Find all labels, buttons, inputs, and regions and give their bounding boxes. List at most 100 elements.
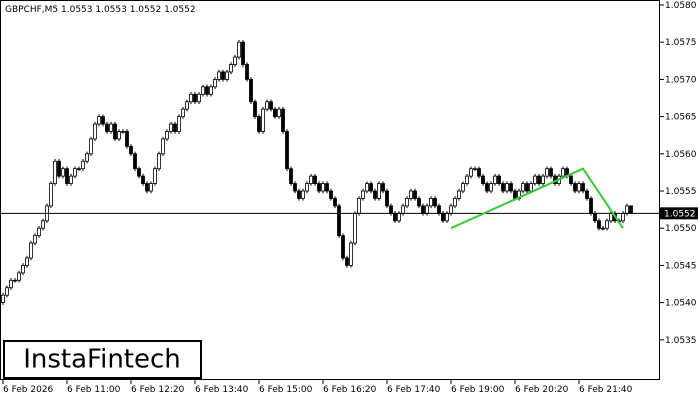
candle-body xyxy=(189,93,193,103)
candle-body xyxy=(509,183,513,192)
candle-body xyxy=(533,175,537,184)
candle-body xyxy=(561,168,565,177)
current-price-box xyxy=(660,207,698,220)
candle-body xyxy=(157,153,161,170)
candle-body xyxy=(49,183,53,207)
candle-body xyxy=(17,272,21,281)
candle-body xyxy=(529,183,533,192)
y-tick-label: 1.0535 xyxy=(665,336,697,346)
candle-body xyxy=(549,168,553,177)
candle-body xyxy=(469,168,473,177)
candle-body xyxy=(317,183,321,192)
candle-body xyxy=(245,64,249,80)
y-tick-label: 1.0580 xyxy=(665,1,697,11)
x-tick-label: 6 Feb 19:00 xyxy=(451,385,505,395)
candle-body xyxy=(341,235,345,259)
x-tick-label: 6 Feb 13:40 xyxy=(195,385,249,395)
candle-body xyxy=(349,242,353,266)
candle-body xyxy=(429,198,433,207)
y-tick-label: 1.0570 xyxy=(665,75,697,85)
candle-body xyxy=(385,190,389,207)
candle-body xyxy=(117,131,121,140)
candle-body xyxy=(133,153,137,170)
candle-body xyxy=(205,86,209,95)
y-tick-label: 1.0565 xyxy=(665,113,697,123)
candle-body xyxy=(365,183,369,192)
candle-body xyxy=(109,123,113,132)
candle-body xyxy=(437,205,441,214)
logo-box xyxy=(3,340,202,379)
candle-body xyxy=(213,79,217,88)
candle-body xyxy=(197,93,201,103)
candle-body xyxy=(289,168,293,184)
candle-body xyxy=(545,168,549,177)
candle-body xyxy=(325,183,329,192)
chart-title: GBPCHF,M5 1.0553 1.0553 1.0552 1.0552 xyxy=(5,5,196,15)
candle-body xyxy=(129,145,133,155)
candle-body xyxy=(401,205,405,214)
candle-body xyxy=(461,183,465,192)
candle-body xyxy=(277,108,281,118)
candle-body xyxy=(169,123,173,132)
candle-body xyxy=(601,227,605,230)
candle-body xyxy=(513,190,517,199)
candle-body xyxy=(381,183,385,192)
y-tick-label: 1.0540 xyxy=(665,299,697,309)
candle-body xyxy=(457,190,461,199)
y-tick-label: 1.0560 xyxy=(665,150,697,160)
candle-body xyxy=(369,183,373,192)
candle-body xyxy=(417,198,421,207)
candle-body xyxy=(33,235,37,244)
candle-body xyxy=(301,190,305,199)
candle-body xyxy=(69,175,73,184)
candle-body xyxy=(89,138,93,155)
candle-body xyxy=(441,212,445,222)
candle-body xyxy=(37,227,41,237)
candle-body xyxy=(93,123,97,140)
candle-body xyxy=(65,168,69,184)
candle-body xyxy=(609,212,613,222)
candle-body xyxy=(361,190,365,199)
candle-body xyxy=(97,116,101,125)
candle-body xyxy=(41,220,45,229)
y-tick-label: 1.0575 xyxy=(665,38,697,48)
candle-body xyxy=(193,93,197,103)
candle-body xyxy=(581,183,585,192)
x-tick-label: 6 Feb 11:00 xyxy=(67,385,121,395)
candle-body xyxy=(309,175,313,184)
candle-body xyxy=(477,168,481,177)
candle-body xyxy=(221,71,225,80)
candle-body xyxy=(405,198,409,207)
candle-body xyxy=(473,168,477,170)
x-tick-label: 6 Feb 2026 xyxy=(3,385,54,395)
candle-body xyxy=(353,212,357,244)
candle-body xyxy=(541,175,545,184)
candle-body xyxy=(225,71,229,80)
candle-body xyxy=(141,175,145,184)
candle-body xyxy=(321,183,325,192)
y-tick-label: 1.0550 xyxy=(665,224,697,234)
candle-body xyxy=(497,175,501,184)
candle-body xyxy=(537,175,541,184)
candle-body xyxy=(57,160,61,177)
x-tick-label: 6 Feb 21:40 xyxy=(579,385,633,395)
candle-body xyxy=(233,56,237,65)
candle-body xyxy=(493,175,497,184)
candle-body xyxy=(525,183,529,192)
candle-body xyxy=(573,183,577,192)
candle-body xyxy=(81,160,85,170)
candle-body xyxy=(5,287,9,296)
candle-body xyxy=(137,168,141,177)
candle-body xyxy=(373,190,377,199)
candle-body xyxy=(21,265,25,274)
candle-body xyxy=(449,205,453,214)
candle-body xyxy=(621,212,625,222)
x-tick-label: 6 Feb 20:20 xyxy=(515,385,569,395)
candle-body xyxy=(105,123,109,132)
candle-body xyxy=(589,198,593,214)
y-tick-label: 1.0555 xyxy=(665,187,697,197)
candle-body xyxy=(413,190,417,199)
candle-body xyxy=(605,220,609,229)
pattern-line xyxy=(450,167,624,230)
